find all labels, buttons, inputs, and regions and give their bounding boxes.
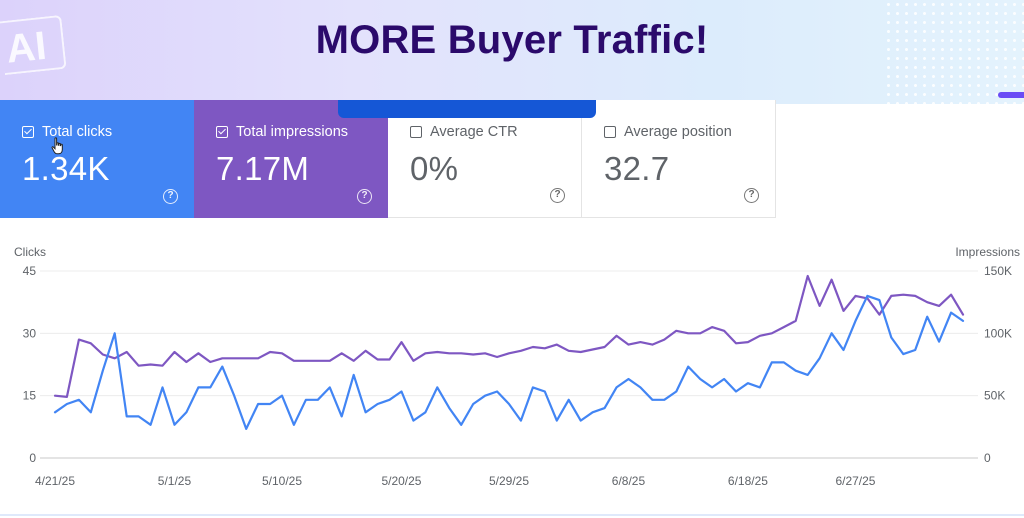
metric-card-header: Average position	[604, 124, 775, 140]
help-icon[interactable]: ?	[163, 189, 178, 204]
dot-pattern-decoration	[884, 0, 1024, 104]
hand-cursor-icon	[51, 137, 63, 155]
x-tick-label: 6/18/25	[728, 474, 768, 488]
x-tick-label: 5/1/25	[158, 474, 192, 488]
metric-card-header: Average CTR	[410, 124, 581, 140]
metric-value: 7.17M	[216, 150, 310, 187]
metric-label: Total clicks	[42, 124, 113, 140]
right-tick-label: 150K	[984, 264, 1012, 278]
right-axis-title: Impressions	[955, 245, 1020, 259]
left-tick-label: 15	[23, 389, 37, 403]
x-tick-label: 6/8/25	[612, 474, 646, 488]
left-axis-title: Clicks	[14, 245, 46, 259]
x-tick-label: 5/10/25	[262, 474, 302, 488]
metric-card-average-ctr[interactable]: Average CTR 0% ?	[388, 100, 582, 218]
metric-value: 0%	[410, 150, 459, 187]
x-tick-label: 6/27/25	[835, 474, 875, 488]
x-tick-label: 5/29/25	[489, 474, 529, 488]
metric-cards: Total clicks 1.34K ? Total impressions 7…	[0, 100, 776, 218]
promo-banner: AI MORE Buyer Traffic!	[0, 0, 1024, 104]
right-tick-label: 0	[984, 451, 991, 465]
banner-title: MORE Buyer Traffic!	[315, 18, 709, 62]
metric-card-total-impressions[interactable]: Total impressions 7.17M ?	[194, 100, 388, 218]
checkbox-checked-icon[interactable]	[22, 126, 34, 138]
help-icon[interactable]: ?	[357, 189, 372, 204]
bottom-divider	[0, 514, 1024, 516]
right-tick-label: 100K	[984, 326, 1012, 340]
help-icon[interactable]: ?	[550, 188, 565, 203]
metric-label: Average CTR	[430, 124, 518, 140]
metric-value: 1.34K	[22, 150, 110, 187]
tab-indicator-bar	[338, 100, 596, 118]
metric-card-total-clicks[interactable]: Total clicks 1.34K ?	[0, 100, 194, 218]
right-tick-label: 50K	[984, 389, 1005, 403]
metric-value: 32.7	[604, 150, 670, 187]
series-line-total-clicks	[53, 294, 965, 430]
checkbox-unchecked-icon[interactable]	[410, 126, 422, 138]
checkbox-unchecked-icon[interactable]	[604, 126, 616, 138]
left-tick-label: 45	[23, 264, 37, 278]
x-tick-label: 5/20/25	[381, 474, 421, 488]
series-line-total-impressions	[53, 274, 965, 398]
help-icon[interactable]: ?	[744, 188, 759, 203]
banner-accent-decoration	[998, 92, 1024, 98]
x-tick-label: 4/21/25	[35, 474, 75, 488]
metric-card-header: Total impressions	[216, 124, 388, 140]
metric-card-average-position[interactable]: Average position 32.7 ?	[582, 100, 776, 218]
checkbox-checked-icon[interactable]	[216, 126, 228, 138]
metric-label: Average position	[624, 124, 732, 140]
left-tick-label: 30	[23, 326, 37, 340]
performance-chart: Clicks Impressions 45 150K 30 100K 15 50K 0 0 4/21…	[14, 245, 1020, 488]
metric-card-header: Total clicks	[22, 124, 194, 140]
metric-label: Total impressions	[236, 124, 349, 140]
left-tick-label: 0	[29, 451, 36, 465]
